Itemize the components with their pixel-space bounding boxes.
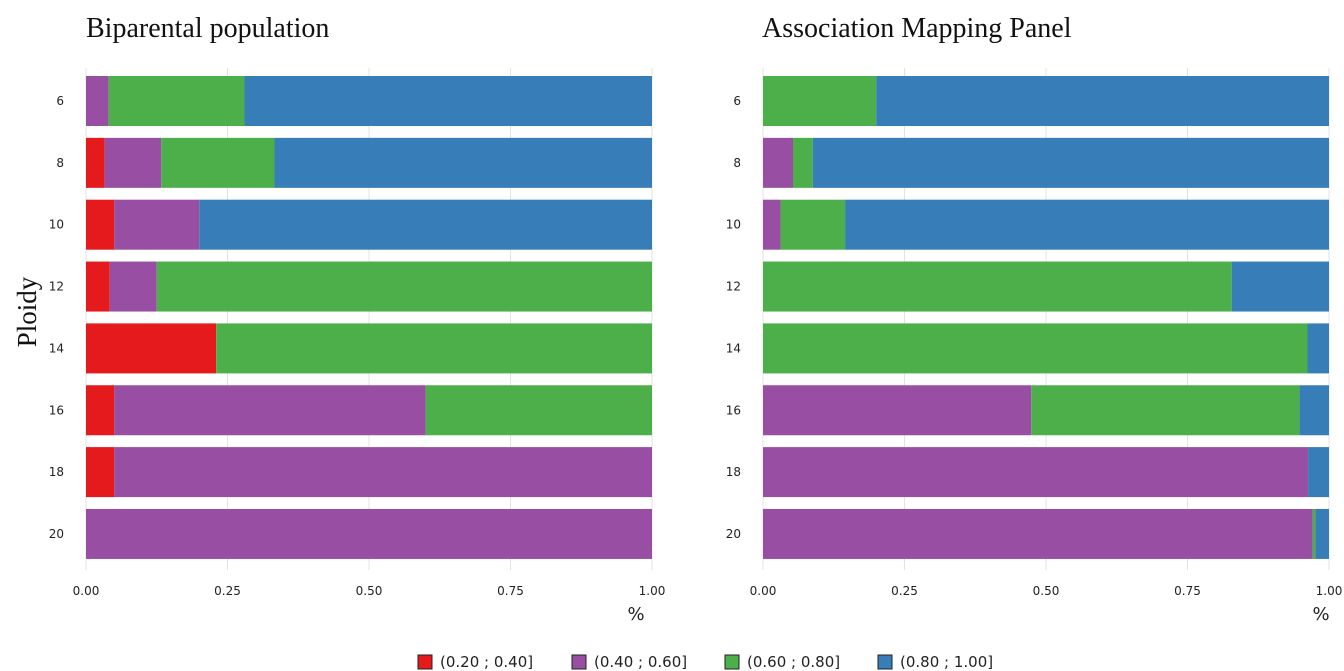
y-tick-label: 16 — [49, 403, 64, 417]
bar-segment — [1231, 261, 1329, 312]
panel-title-left: Biparental population — [86, 13, 329, 44]
bar-segment — [86, 323, 217, 374]
x-tick-label: 0.50 — [356, 584, 383, 598]
y-tick-label: 18 — [726, 465, 741, 479]
bar-segment — [763, 385, 1032, 436]
y-axis-label: Ploidy — [12, 276, 42, 347]
x-tick-label: 0.25 — [891, 584, 918, 598]
bar-segment — [876, 76, 1329, 126]
bar-segment — [104, 137, 162, 188]
y-tick-label: 18 — [49, 465, 64, 479]
bar-segment — [86, 261, 110, 312]
bars-left — [86, 76, 653, 559]
legend-swatch — [571, 654, 587, 670]
bar-segment — [812, 137, 1329, 188]
bar-segment — [161, 137, 275, 188]
bar-segment — [425, 385, 652, 436]
bar-segment — [1307, 323, 1329, 374]
legend-label: (0.80 ; 1.00] — [900, 653, 993, 671]
y-tick-label: 16 — [726, 403, 741, 417]
bar-segment — [780, 199, 846, 250]
bar-segment — [763, 323, 1308, 374]
y-tick-label: 14 — [726, 341, 741, 355]
x-tick-label: 0.00 — [73, 584, 100, 598]
bar-segment — [108, 76, 245, 126]
bar-segment — [1315, 508, 1329, 559]
bar-segment — [156, 261, 652, 312]
y-tick-label: 6 — [56, 94, 64, 108]
panel-right: Association Mapping Panel 6 8 10 12 14 16 18 20… — [726, 13, 1343, 625]
bar-segment — [86, 385, 115, 436]
x-unit-left: % — [627, 604, 644, 625]
bar-segment — [1299, 385, 1329, 436]
x-unit-right: % — [1312, 604, 1329, 625]
bar-segment — [763, 76, 877, 126]
bar-segment — [763, 199, 781, 250]
bar-segment — [86, 137, 105, 188]
x-tick-label: 1.00 — [639, 584, 666, 598]
bar-segment — [1312, 508, 1316, 559]
bar-segment — [1308, 447, 1329, 498]
y-ticks-right: 6 8 10 12 14 16 18 20 — [726, 94, 741, 541]
bar-segment — [792, 137, 813, 188]
y-tick-label: 20 — [726, 527, 741, 541]
legend-label: (0.40 ; 0.60] — [594, 653, 687, 671]
bar-segment — [763, 508, 1313, 559]
legend-swatch — [877, 654, 893, 670]
x-tick-label: 0.00 — [750, 584, 777, 598]
bar-segment — [845, 199, 1329, 250]
bar-segment — [274, 137, 652, 188]
bar-segment — [1031, 385, 1300, 436]
bar-segment — [86, 508, 652, 559]
bar-segment — [199, 199, 652, 250]
x-tick-label: 1.00 — [1316, 584, 1343, 598]
legend: (0.20 ; 0.40] (0.40 ; 0.60] (0.60 ; 0.80] (… — [417, 653, 993, 671]
y-tick-label: 8 — [733, 156, 741, 170]
y-tick-label: 8 — [56, 156, 64, 170]
bars-right — [763, 76, 1329, 559]
y-ticks-left: 6 8 10 12 14 16 18 20 — [49, 94, 64, 541]
y-tick-label: 14 — [49, 341, 64, 355]
y-tick-label: 12 — [49, 280, 64, 294]
bar-segment — [86, 447, 115, 498]
x-tick-label: 0.25 — [214, 584, 241, 598]
bar-segment — [763, 447, 1309, 498]
bar-segment — [114, 447, 653, 498]
legend-swatch — [417, 654, 433, 670]
legend-label: (0.60 ; 0.80] — [747, 653, 840, 671]
bar-segment — [244, 76, 653, 126]
legend-label: (0.20 ; 0.40] — [440, 653, 533, 671]
x-ticks-right: 0.00 0.25 0.50 0.75 1.00 — [750, 584, 1343, 598]
legend-swatch — [724, 654, 740, 670]
panel-left: Biparental population 6 8 10 12 14 16 18 20 0.0… — [49, 13, 666, 625]
bar-segment — [114, 199, 200, 250]
y-tick-label: 6 — [733, 94, 741, 108]
bar-segment — [114, 385, 426, 436]
y-tick-label: 10 — [49, 218, 64, 232]
bar-segment — [763, 261, 1232, 312]
y-tick-label: 10 — [726, 218, 741, 232]
bar-segment — [109, 261, 157, 312]
bar-segment — [216, 323, 652, 374]
panel-title-right: Association Mapping Panel — [762, 13, 1072, 44]
bar-segment — [763, 137, 793, 188]
y-tick-label: 12 — [726, 280, 741, 294]
y-tick-label: 20 — [49, 527, 64, 541]
x-ticks-left: 0.00 0.25 0.50 0.75 1.00 — [73, 584, 666, 598]
x-tick-label: 0.50 — [1033, 584, 1060, 598]
x-tick-label: 0.75 — [1174, 584, 1201, 598]
bar-segment — [86, 76, 109, 126]
x-tick-label: 0.75 — [497, 584, 524, 598]
bar-segment — [86, 199, 115, 250]
